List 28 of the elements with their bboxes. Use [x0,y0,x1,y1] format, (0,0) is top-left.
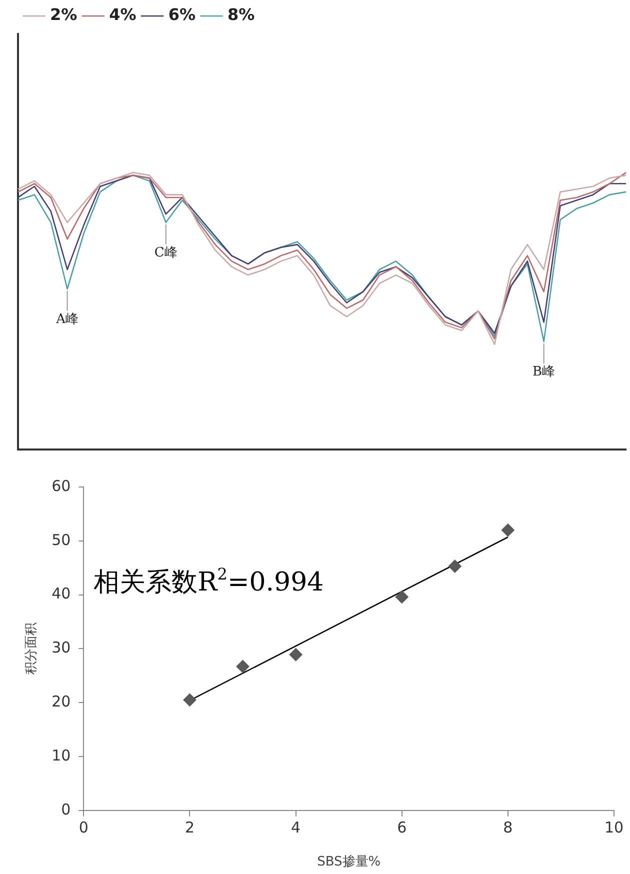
x-tick-label: 4 [291,818,301,836]
point [289,648,302,662]
point [183,693,196,706]
y-tick-label: 0 [61,800,71,818]
point [236,660,250,673]
legend-label: 4% [109,5,136,24]
x-axis-title: SBS掺量% [317,854,381,870]
y-tick-label: 30 [52,638,71,657]
y-tick-label: 50 [52,530,71,549]
point [395,590,408,604]
annotation: C峰 [154,245,178,260]
y-tick-label: 40 [52,584,71,603]
legend-label: 6% [168,5,196,24]
y-tick-label: 20 [52,692,71,710]
annotation: A峰 [55,312,78,327]
y-axis-title: 积分面积 [24,622,40,675]
point [448,560,462,573]
x-tick-label: 0 [78,818,88,836]
point [501,524,514,537]
x-tick-label: 2 [184,818,195,836]
x-tick-label: 8 [503,818,513,836]
legend-label: 2% [50,5,78,24]
x-tick-label: 10 [604,818,624,836]
annotation: B峰 [532,364,556,380]
y-tick-label: 60 [52,476,71,495]
y-tick-label: 10 [52,746,71,764]
x-tick-label: 6 [397,818,407,836]
legend-label: 8% [227,5,255,24]
